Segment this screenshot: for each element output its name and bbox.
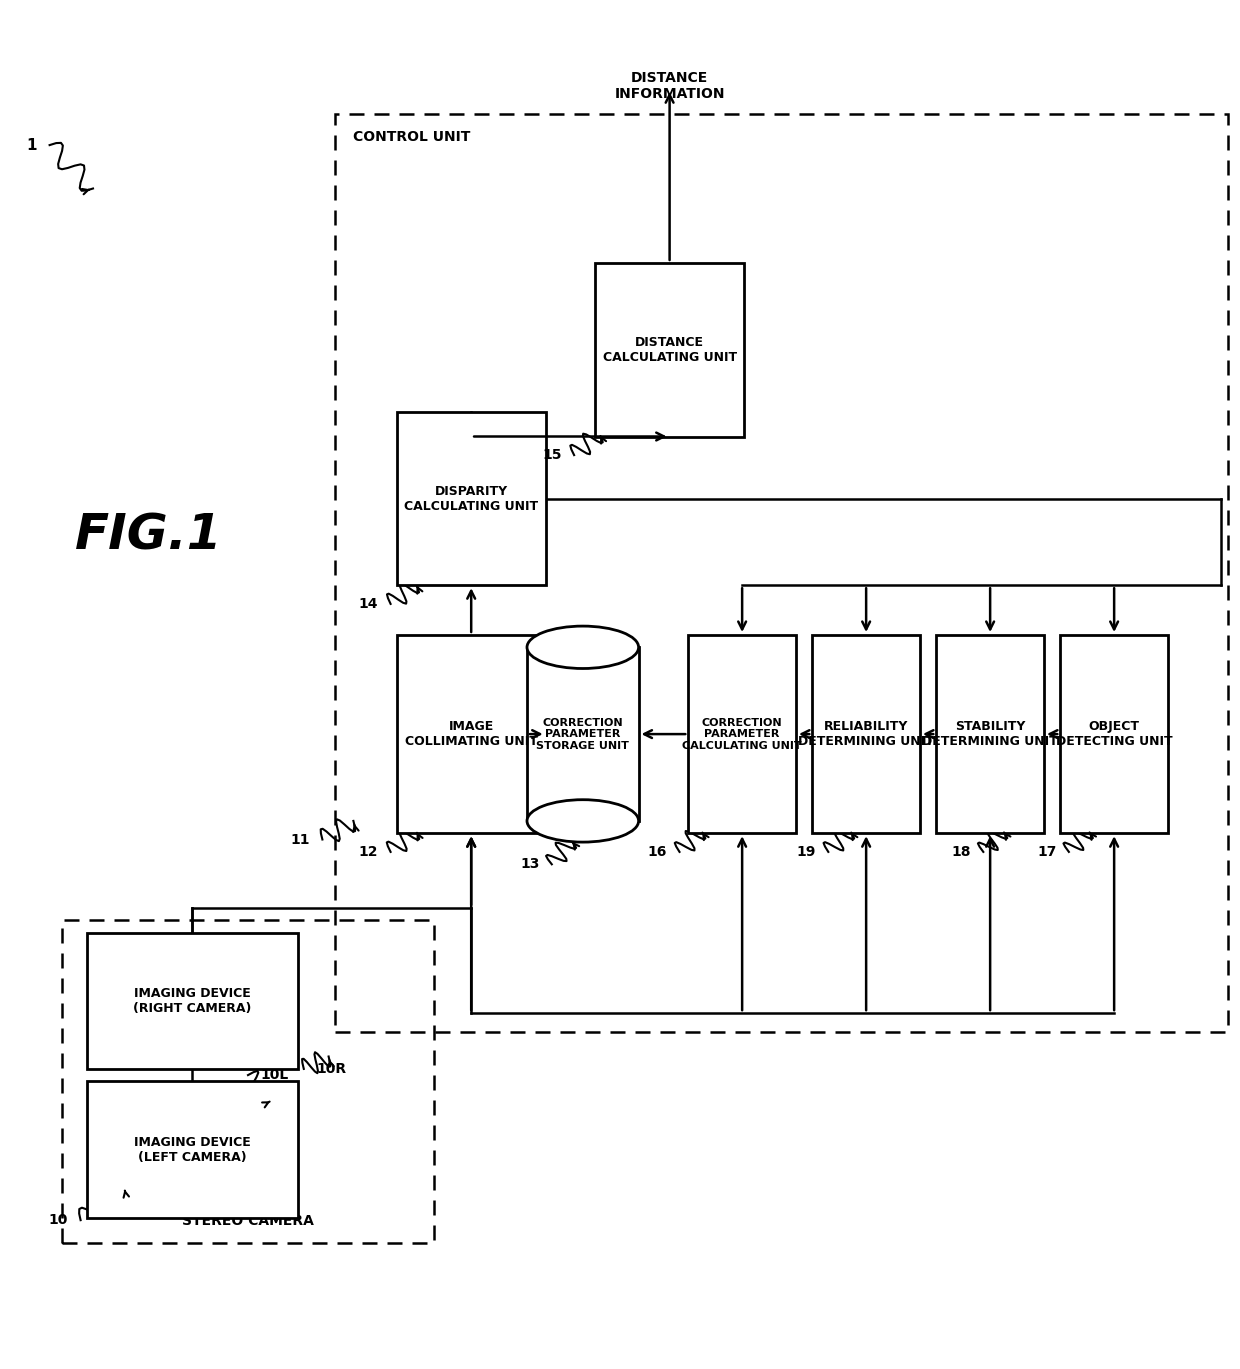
Text: RELIABILITY
DETERMINING UNIT: RELIABILITY DETERMINING UNIT xyxy=(799,720,934,747)
Text: DISPARITY
CALCULATING UNIT: DISPARITY CALCULATING UNIT xyxy=(404,485,538,512)
Text: 12: 12 xyxy=(358,845,378,858)
Bar xyxy=(527,648,639,821)
Text: 1: 1 xyxy=(27,138,37,152)
Bar xyxy=(936,635,1044,834)
Bar xyxy=(335,114,1228,1032)
Text: IMAGING DEVICE
(LEFT CAMERA): IMAGING DEVICE (LEFT CAMERA) xyxy=(134,1135,250,1164)
Text: 11: 11 xyxy=(290,832,310,846)
Text: STEREO CAMERA: STEREO CAMERA xyxy=(182,1214,314,1228)
Ellipse shape xyxy=(527,799,639,842)
Text: 14: 14 xyxy=(358,597,378,611)
Bar xyxy=(87,1082,298,1217)
Text: 15: 15 xyxy=(542,448,562,463)
Text: CORRECTION
PARAMETER
STORAGE UNIT: CORRECTION PARAMETER STORAGE UNIT xyxy=(537,717,629,750)
Bar xyxy=(87,932,298,1069)
Text: 18: 18 xyxy=(951,845,971,858)
Text: 10: 10 xyxy=(48,1213,68,1227)
Text: OBJECT
DETECTING UNIT: OBJECT DETECTING UNIT xyxy=(1055,720,1173,747)
Bar xyxy=(1060,635,1168,834)
Bar xyxy=(812,635,920,834)
Text: DISTANCE
CALCULATING UNIT: DISTANCE CALCULATING UNIT xyxy=(603,335,737,364)
Text: 10R: 10R xyxy=(316,1062,346,1076)
Text: IMAGE
COLLIMATING UNIT: IMAGE COLLIMATING UNIT xyxy=(404,720,538,747)
Text: 13: 13 xyxy=(520,857,539,871)
Text: 19: 19 xyxy=(796,845,816,858)
Text: DISTANCE
INFORMATION: DISTANCE INFORMATION xyxy=(614,71,725,101)
Bar xyxy=(397,412,546,586)
Ellipse shape xyxy=(527,626,639,668)
Text: 16: 16 xyxy=(647,845,667,858)
Bar xyxy=(62,920,434,1243)
Text: 17: 17 xyxy=(1037,845,1056,858)
Text: CONTROL UNIT: CONTROL UNIT xyxy=(353,130,471,144)
Bar xyxy=(595,263,744,437)
Bar xyxy=(688,635,796,834)
Text: STABILITY
DETERMINING UNIT: STABILITY DETERMINING UNIT xyxy=(923,720,1058,747)
Text: IMAGING DEVICE
(RIGHT CAMERA): IMAGING DEVICE (RIGHT CAMERA) xyxy=(133,987,252,1014)
Text: 10L: 10L xyxy=(260,1068,289,1082)
Bar xyxy=(397,635,546,834)
Text: CORRECTION
PARAMETER
CALCULATING UNIT: CORRECTION PARAMETER CALCULATING UNIT xyxy=(682,717,802,750)
Text: FIG.1: FIG.1 xyxy=(76,512,222,560)
